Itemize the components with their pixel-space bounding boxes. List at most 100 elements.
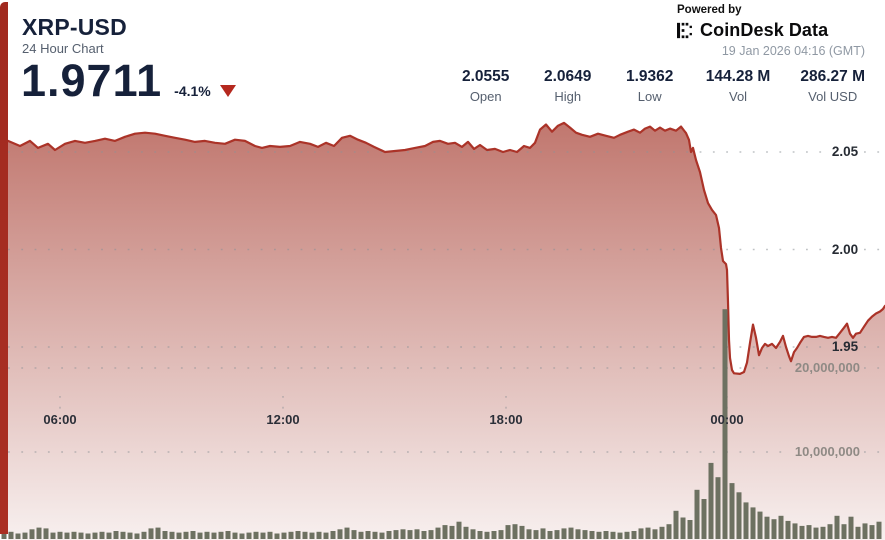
volume-bar <box>36 527 42 539</box>
volume-bar <box>120 531 126 539</box>
volume-bar <box>771 519 777 539</box>
volume-bar <box>386 531 392 539</box>
volume-bar <box>330 531 336 539</box>
stat-value: 286.27 M <box>800 68 865 85</box>
volume-bar <box>442 525 448 539</box>
volume-bar <box>365 531 371 539</box>
coindesk-brand-link[interactable]: CoinDesk Data <box>672 20 867 41</box>
volume-bar <box>106 532 112 539</box>
volume-bar <box>190 531 196 539</box>
volume-bar <box>862 523 868 539</box>
volume-bar <box>708 462 714 539</box>
volume-bar <box>792 523 798 539</box>
volume-bar <box>204 531 210 539</box>
volume-bar <box>876 521 882 539</box>
current-price: 1.9711 <box>21 55 163 106</box>
price-change-percent: -4.1% <box>174 83 211 99</box>
left-accent-bar <box>0 2 8 534</box>
volume-bar <box>841 524 847 539</box>
price-down-triangle-icon <box>219 85 236 97</box>
volume-bar <box>78 532 84 539</box>
volume-bar <box>309 532 315 539</box>
volume-bar <box>540 528 546 539</box>
volume-bar <box>680 517 686 539</box>
volume-bar <box>617 532 623 539</box>
volume-bar <box>316 531 322 539</box>
volume-bar <box>421 531 427 539</box>
instrument-symbol: XRP-USD <box>22 14 127 40</box>
volume-bar <box>344 527 350 539</box>
chart-subtitle: 24 Hour Chart <box>22 41 104 56</box>
volume-bar <box>449 525 455 539</box>
stat-label: Open <box>469 89 502 104</box>
volume-bar <box>456 521 462 539</box>
volume-bar <box>603 531 609 539</box>
volume-bar <box>687 520 693 539</box>
volume-bar <box>295 531 301 539</box>
volume-bar <box>526 529 532 539</box>
stat-label: Vol <box>729 89 748 104</box>
volume-bar <box>477 531 483 539</box>
volume-bar <box>148 528 154 539</box>
stat-label: Vol USD <box>808 89 858 104</box>
brand-word-coindesk: CoinDesk <box>700 20 784 40</box>
volume-bar <box>99 531 105 539</box>
volume-bar <box>715 477 721 539</box>
volume-bar <box>260 532 266 539</box>
volume-bar <box>512 524 518 539</box>
volume-bar <box>547 531 553 539</box>
volume-bar <box>358 531 364 539</box>
volume-bar <box>631 531 637 539</box>
volume-bar <box>750 507 756 539</box>
stat-high: 2.0649 High <box>542 68 594 104</box>
volume-bar <box>162 531 168 539</box>
powered-by-label: Powered by <box>677 4 742 16</box>
volume-bar <box>197 532 203 539</box>
price-line <box>6 121 885 375</box>
volume-bar <box>582 530 588 539</box>
stat-label: High <box>554 89 582 104</box>
volume-bar <box>701 499 707 539</box>
stat-vol: 144.28 M Vol <box>706 68 771 104</box>
volume-bar <box>225 531 231 539</box>
volume-bar <box>302 531 308 539</box>
volume-bar <box>498 530 504 539</box>
volume-bar <box>253 531 259 539</box>
volume-bar <box>57 531 63 539</box>
price-area-fill <box>8 122 885 540</box>
volume-bar <box>379 532 385 539</box>
volume-bar <box>827 524 833 539</box>
volume-bar <box>484 531 490 539</box>
volume-bar <box>22 532 28 539</box>
chart-timestamp: 19 Jan 2026 04:16 (GMT) <box>721 44 865 58</box>
volume-bar <box>288 531 294 539</box>
volume-bar <box>519 525 525 539</box>
ohlc-stats-row: 2.0555 Open 2.0649 High 1.9362 Low 144.28 M Vol… <box>460 68 865 104</box>
volume-bar <box>85 533 91 539</box>
volume-bar <box>15 533 21 539</box>
stat-vol-usd: 286.27 M Vol USD <box>800 68 865 104</box>
volume-bar <box>267 531 273 539</box>
volume-bar <box>8 531 14 539</box>
volume-bar <box>610 531 616 539</box>
volume-bar <box>736 492 742 539</box>
volume-bar <box>848 516 854 539</box>
volume-bar <box>729 483 735 539</box>
volume-bar <box>239 533 245 539</box>
stat-open: 2.0555 Open <box>460 68 512 104</box>
volume-bar <box>428 530 434 539</box>
volume-bar <box>533 530 539 539</box>
volume-bar <box>666 524 672 539</box>
volume-bar <box>183 531 189 539</box>
stat-low: 1.9362 Low <box>624 68 676 104</box>
volume-bar <box>155 527 161 539</box>
volume-bar <box>624 531 630 539</box>
brand-name: CoinDesk Data <box>700 20 828 41</box>
stat-value: 1.9362 <box>626 68 674 85</box>
stat-value: 2.0649 <box>544 68 592 85</box>
volume-bar <box>764 516 770 539</box>
volume-bar <box>372 531 378 539</box>
volume-bar <box>393 530 399 539</box>
